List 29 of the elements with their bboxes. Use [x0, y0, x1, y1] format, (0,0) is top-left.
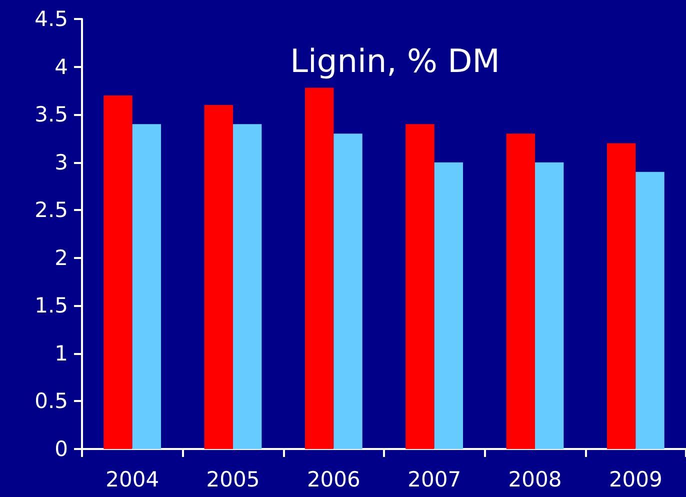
bar: [334, 134, 362, 449]
x-tick-label: 2009: [608, 468, 662, 492]
bar: [406, 124, 434, 449]
bar: [304, 88, 334, 449]
x-tick-label: 2004: [106, 468, 160, 492]
bar: [606, 143, 636, 449]
bar: [233, 124, 262, 449]
y-tick-label: 4.5: [34, 7, 68, 31]
y-tick-label: 3.5: [34, 102, 68, 127]
bar: [204, 105, 233, 449]
x-tick-label: 2008: [508, 468, 562, 492]
y-tick-label: 2: [54, 246, 68, 270]
bar: [104, 95, 132, 449]
y-tick-label: 0: [54, 437, 68, 461]
text: Lignin, % DM: [290, 42, 500, 80]
y-tick-label: 3: [54, 150, 68, 174]
y-tick-label: 1.5: [34, 294, 68, 318]
bar: [506, 134, 535, 449]
bar: [434, 162, 464, 449]
bar: [636, 172, 664, 449]
y-tick-label: 1: [54, 341, 68, 366]
bar: [535, 162, 564, 449]
x-tick-label: 2006: [306, 468, 360, 492]
x-tick-label: 2007: [408, 468, 462, 492]
x-tick-label: 2005: [206, 468, 260, 492]
y-tick-label: 4: [54, 54, 68, 79]
y-tick-label: 2.5: [34, 198, 68, 222]
bar: [132, 124, 162, 449]
y-tick-label: 0.5: [34, 389, 68, 414]
